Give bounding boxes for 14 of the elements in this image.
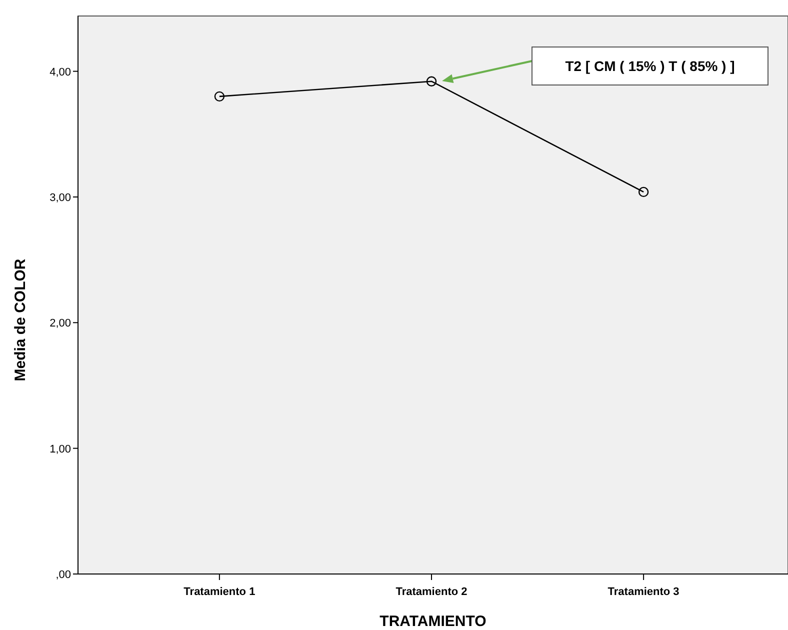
point [214, 91, 225, 102]
x-tick-label: Tratamiento 1 [184, 586, 256, 598]
point [426, 76, 437, 86]
point [638, 186, 649, 198]
y-tick-label: 4,00 [50, 66, 71, 78]
x-tick-label: Tratamiento 3 [608, 586, 680, 598]
y-tick-label: 3,00 [50, 192, 71, 204]
x-tick-label: Tratamiento 2 [396, 586, 468, 598]
x-axis-title: TRATAMIENTO [380, 613, 487, 630]
y-tick-label: 2,00 [50, 318, 71, 330]
y-tick-label: 1,00 [50, 443, 71, 456]
y-axis-title: Media de COLOR [12, 258, 29, 382]
annotation: T2 [ CM ( 15% ) T ( 85% ) ] [565, 58, 735, 74]
y-tick-label: ,00 [56, 569, 71, 581]
